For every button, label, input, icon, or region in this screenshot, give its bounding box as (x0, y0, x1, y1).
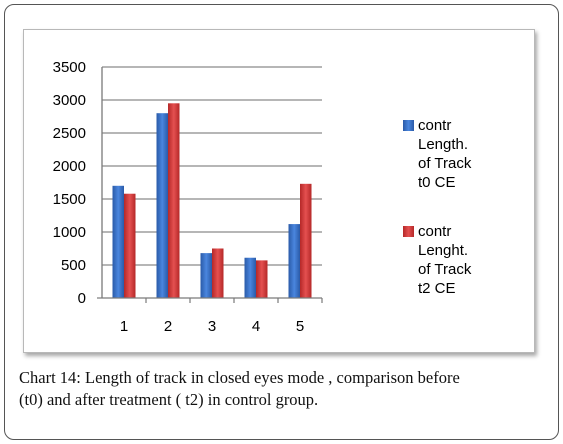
y-tick-label: 3500 (53, 59, 86, 76)
legend-swatch (403, 120, 414, 131)
legend-swatch (403, 226, 414, 237)
y-tick-label: 2000 (53, 158, 86, 175)
bar-t0 (200, 253, 212, 298)
caption-line-1: Chart 14: Length of track in closed eyes… (19, 368, 460, 387)
bar-t0 (288, 224, 300, 298)
caption-line-2: (t0) and after treatment ( t2) in contro… (19, 390, 319, 409)
chart-area: 0 500 1000 1500 2000 2500 3000 3500 1 2 3 4 5 contr L… (23, 29, 535, 353)
x-tick-label: 2 (164, 318, 172, 335)
bar-t2 (168, 103, 180, 298)
y-tick-label: 2500 (53, 125, 86, 142)
bar-t0 (112, 185, 124, 298)
bar-t2 (256, 260, 268, 298)
legend-label: of Track (418, 155, 472, 172)
y-tick-label: 3000 (53, 92, 86, 109)
legend-label: contr (418, 223, 451, 240)
bar-t2 (212, 248, 224, 298)
y-tick-label: 0 (78, 290, 86, 307)
y-tick-label: 1500 (53, 191, 86, 208)
x-tick-label: 3 (208, 318, 216, 335)
legend-label: of Track (418, 261, 472, 278)
figure-caption: Chart 14: Length of track in closed eyes… (19, 367, 557, 411)
legend-label: t0 CE (418, 174, 456, 191)
legend-label: contr (418, 117, 451, 134)
x-tick-label: 1 (120, 318, 128, 335)
figure-frame: 0 500 1000 1500 2000 2500 3000 3500 1 2 3 4 5 contr L… (4, 4, 559, 440)
legend-label: Lenght. (418, 242, 468, 259)
x-tick-label: 4 (252, 318, 260, 335)
y-tick-label: 1000 (53, 224, 86, 241)
y-tick-label: 500 (61, 257, 86, 274)
bar-t2 (300, 183, 312, 298)
legend-label: Length. (418, 136, 468, 153)
legend-label: t2 CE (418, 280, 456, 297)
bar-t2 (124, 193, 136, 298)
bar-chart: 0 500 1000 1500 2000 2500 3000 3500 1 2 3 4 5 contr L… (53, 59, 472, 335)
bar-t0 (156, 113, 168, 298)
x-tick-label: 5 (296, 318, 304, 335)
bar-t0 (244, 257, 256, 298)
